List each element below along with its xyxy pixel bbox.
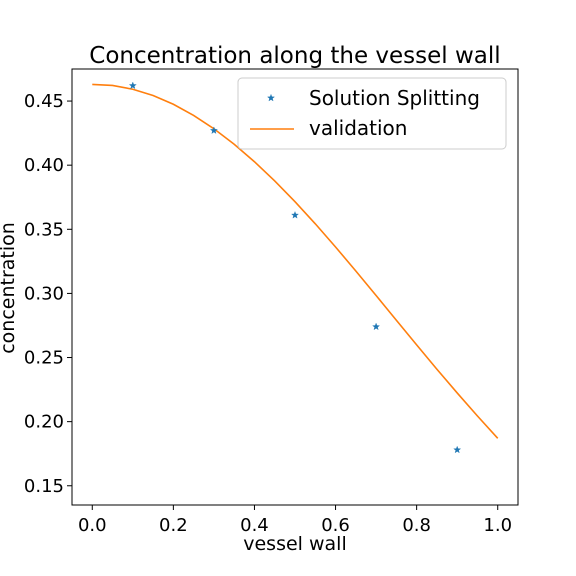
solution-splitting-point xyxy=(128,81,137,90)
x-tick-label: 0.8 xyxy=(402,515,431,536)
series-layer xyxy=(92,81,499,454)
plot-area xyxy=(71,68,519,506)
validation-line xyxy=(92,83,499,439)
legend: Solution Splitting validation xyxy=(237,77,507,150)
y-axis: 0.15 0.20 0.25 0.30 0.35 0.40 0.45 xyxy=(24,91,72,497)
x-tick-label: 0.6 xyxy=(321,515,350,536)
x-tick-label: 0.2 xyxy=(159,515,188,536)
solution-splitting-point xyxy=(372,322,381,331)
plot-frame xyxy=(71,68,519,506)
solution-splitting-point xyxy=(291,211,299,219)
y-tick-label: 0.25 xyxy=(24,348,64,369)
y-tick-label: 0.35 xyxy=(24,219,64,240)
solution-splitting-point xyxy=(209,126,218,134)
x-tick-label: 0.0 xyxy=(78,515,107,536)
y-tick-label: 0.30 xyxy=(24,283,64,304)
y-tick-label: 0.40 xyxy=(24,155,64,176)
x-tick-label: 1.0 xyxy=(483,515,512,536)
legend-box xyxy=(237,77,507,150)
y-tick-label: 0.45 xyxy=(24,91,64,112)
x-axis-label: vessel wall xyxy=(243,533,346,555)
legend-label-validation: validation xyxy=(309,116,407,140)
legend-star-icon xyxy=(267,93,275,102)
x-axis: 0.0 0.2 0.4 0.6 0.8 1.0 xyxy=(78,505,512,536)
chart-title: Concentration along the vessel wall xyxy=(89,43,500,69)
y-axis-label: concentration xyxy=(0,222,19,354)
x-tick-label: 0.4 xyxy=(240,515,269,536)
y-tick-label: 0.15 xyxy=(24,476,64,497)
y-tick-label: 0.20 xyxy=(24,412,64,433)
solution-splitting-point xyxy=(453,445,462,454)
legend-marker-solution-splitting xyxy=(267,93,275,102)
legend-label-solution-splitting: Solution Splitting xyxy=(309,86,480,110)
